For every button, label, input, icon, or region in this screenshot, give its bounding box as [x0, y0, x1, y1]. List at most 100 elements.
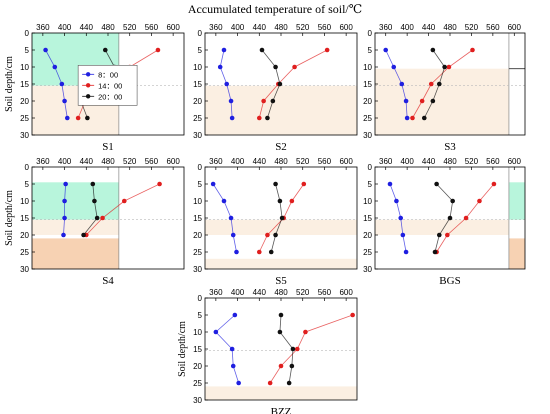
x-tick-label: 520 [296, 157, 310, 166]
x-tick-label: 520 [123, 157, 137, 166]
data-point [450, 198, 455, 204]
x-tick-label: 440 [253, 23, 267, 32]
data-point [324, 47, 330, 53]
data-point [234, 249, 239, 255]
y-axis-label: Soil depth/cm [4, 56, 15, 112]
x-tick-label: 400 [58, 23, 72, 32]
panel-bgs: 360 400 440 480 520 560 600 0 5 10 15 20 25 30 BGS [363, 157, 526, 287]
x-tick-label: 360 [36, 23, 50, 32]
y-tick-label: 20 [20, 97, 29, 106]
y-tick-label: 30 [363, 265, 372, 274]
data-point [391, 64, 397, 70]
x-tick-label: 360 [379, 157, 393, 166]
data-point [157, 181, 162, 187]
panel-title: S2 [275, 141, 287, 153]
y-tick-label: 10 [20, 197, 29, 206]
data-point [436, 232, 442, 238]
x-tick-label: 520 [296, 23, 310, 32]
data-point [221, 198, 227, 204]
x-tick-label: 440 [422, 157, 436, 166]
panel-title: S4 [102, 275, 114, 287]
panel-s4: 360 400 440 480 520 560 600 0 5 10 15 20 25 30 Soil de… [4, 157, 185, 287]
depth-band [205, 386, 357, 400]
legend: 8：00 14：00 20：00 [77, 65, 138, 106]
data-point [81, 232, 86, 238]
y-tick-label: 5 [198, 311, 203, 320]
data-point [277, 198, 283, 204]
data-point [268, 249, 274, 255]
y-tick-label: 15 [20, 80, 29, 89]
data-point [399, 81, 405, 87]
y-tick-label: 20 [20, 231, 29, 240]
figure-title: Accumulated temperature of soil/℃ [187, 2, 363, 16]
data-point [403, 249, 409, 255]
panel-s5: 360 400 440 480 520 560 600 0 5 10 15 20 25 30 S5 [193, 157, 358, 287]
data-point [59, 81, 65, 87]
data-point [62, 198, 67, 204]
x-tick-label: 560 [486, 157, 500, 166]
data-point [62, 215, 67, 221]
data-point [430, 98, 436, 104]
data-point [228, 215, 234, 221]
x-tick-label: 400 [231, 288, 245, 297]
y-tick-label: 30 [193, 396, 202, 405]
x-tick-label: 560 [486, 23, 500, 32]
data-point [100, 215, 105, 221]
data-point [286, 380, 292, 386]
data-point [94, 215, 100, 221]
x-tick-label: 400 [400, 157, 414, 166]
y-tick-label: 25 [20, 248, 29, 257]
data-point [63, 181, 68, 187]
data-point [102, 47, 108, 53]
y-tick-label: 0 [25, 163, 30, 172]
data-point [387, 181, 393, 187]
y-tick-label: 0 [198, 294, 203, 303]
y-tick-label: 15 [363, 80, 372, 89]
y-tick-label: 15 [193, 345, 202, 354]
x-tick-label: 520 [296, 288, 310, 297]
y-axis-label: Soil depth/cm [177, 321, 188, 377]
y-tick-label: 25 [363, 114, 372, 123]
series-line [85, 183, 160, 236]
depth-band [508, 238, 525, 269]
data-point [447, 215, 453, 221]
data-point [446, 64, 452, 70]
data-point [228, 98, 234, 104]
x-tick-label: 600 [339, 157, 353, 166]
data-point [278, 363, 284, 369]
x-tick-label: 360 [36, 157, 50, 166]
data-point [419, 98, 425, 104]
y-tick-label: 25 [193, 114, 202, 123]
data-point [270, 98, 276, 104]
y-tick-label: 0 [25, 29, 30, 38]
x-tick-label: 600 [166, 157, 180, 166]
data-point [273, 181, 278, 187]
data-point [421, 115, 427, 121]
data-point [428, 81, 434, 87]
y-tick-label: 25 [20, 114, 29, 123]
data-point [256, 115, 262, 121]
y-tick-label: 30 [20, 131, 29, 140]
data-point [400, 232, 406, 238]
data-point [90, 181, 96, 187]
y-tick-label: 0 [198, 163, 203, 172]
data-point [301, 181, 307, 187]
x-tick-label: 520 [465, 23, 479, 32]
depth-band [375, 219, 509, 235]
y-tick-label: 25 [193, 248, 202, 257]
y-tick-label: 30 [20, 265, 29, 274]
x-tick-label: 400 [58, 157, 72, 166]
x-tick-label: 400 [231, 157, 245, 166]
x-tick-label: 440 [80, 23, 94, 32]
x-tick-label: 360 [209, 288, 223, 297]
y-tick-label: 10 [20, 63, 29, 72]
y-tick-label: 20 [193, 97, 202, 106]
x-tick-label: 360 [379, 23, 393, 32]
y-tick-label: 10 [193, 197, 202, 206]
y-tick-label: 15 [20, 214, 29, 223]
y-tick-label: 25 [193, 379, 202, 388]
data-point [213, 329, 219, 335]
legend-entry: 20：00 [98, 92, 122, 101]
x-tick-label: 600 [339, 23, 353, 32]
